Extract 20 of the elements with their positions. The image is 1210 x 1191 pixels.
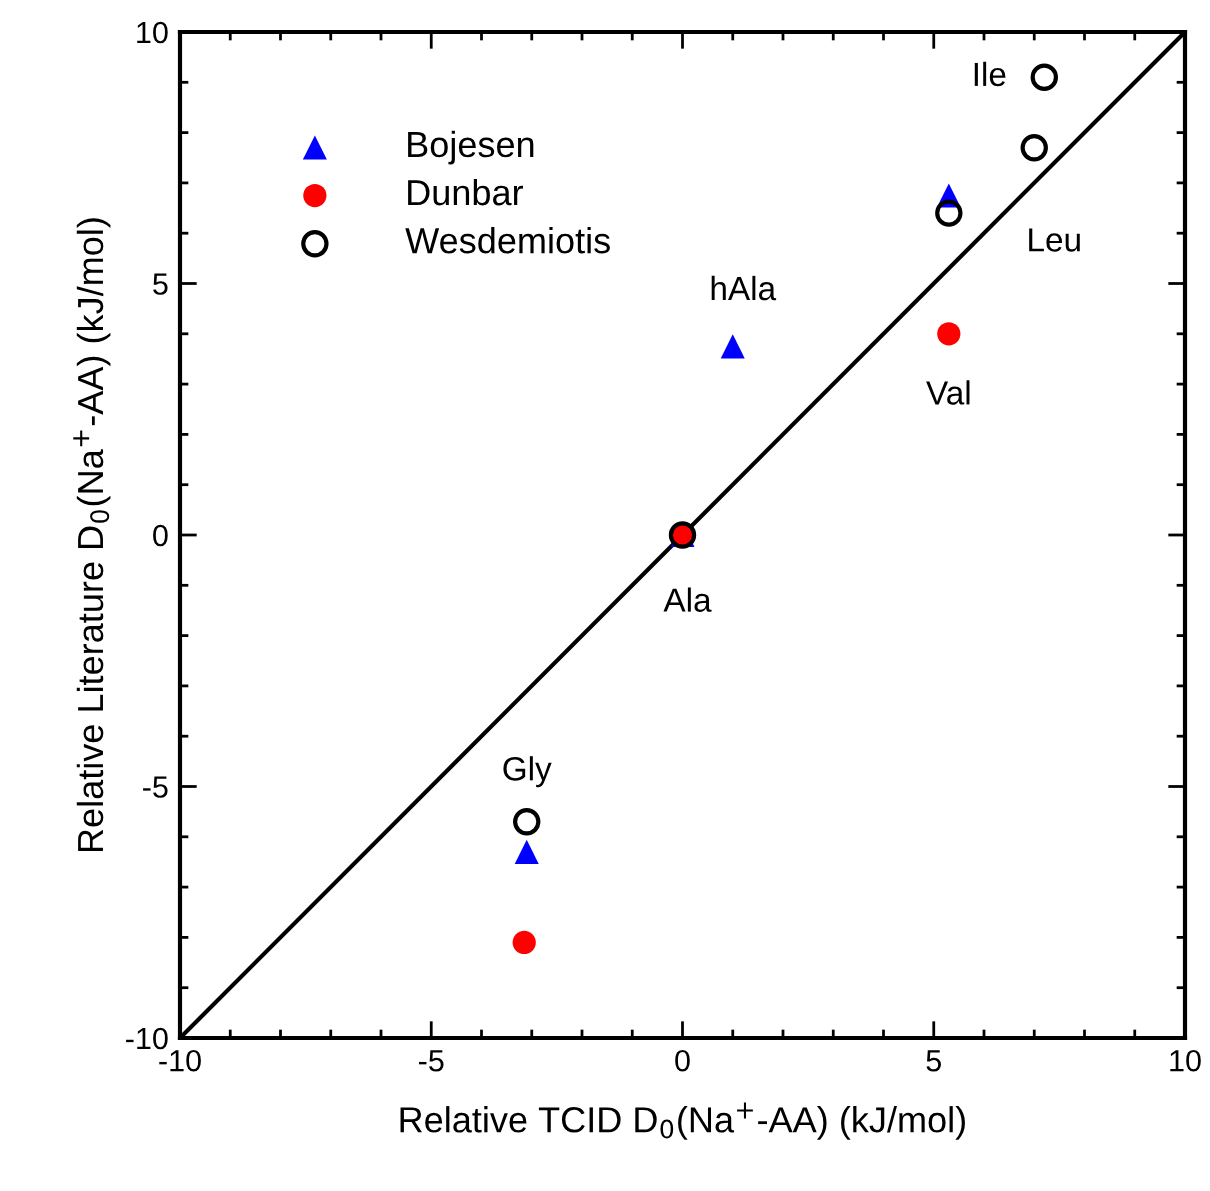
x-tick-label: 5	[926, 1050, 941, 1072]
annotation: Val	[926, 380, 970, 405]
y-tick-label: 0	[153, 524, 168, 547]
annotation: Gly	[503, 756, 552, 788]
annotation: Ile	[974, 61, 1006, 87]
annotation: hAla	[711, 275, 777, 301]
y-tick-label: 10	[137, 21, 168, 44]
legend-label: Dunbar	[408, 178, 523, 206]
x-tick-label: 10	[1170, 1049, 1201, 1072]
legend-label: Bojesen	[408, 130, 534, 165]
y-tick-label: -10	[126, 1027, 168, 1050]
y-tick-label: 5	[153, 273, 168, 295]
y-axis-title: Relative Literature D$_{0}$(Na$^{+}$-AA) (kJ/mol)	[73, 218, 111, 852]
x-tick-label: 0	[675, 1049, 690, 1072]
annotation: Leu	[1029, 228, 1080, 252]
legend-label: Wesdemiotis	[405, 227, 610, 254]
y-tick-label: -5	[143, 776, 168, 798]
x-axis-title: Relative TCID D$_{0}$(Na$^{+}$-AA) (kJ/mol)	[400, 1102, 965, 1140]
x-tick-label: -5	[419, 1050, 444, 1072]
annotation: Ala	[663, 587, 712, 612]
